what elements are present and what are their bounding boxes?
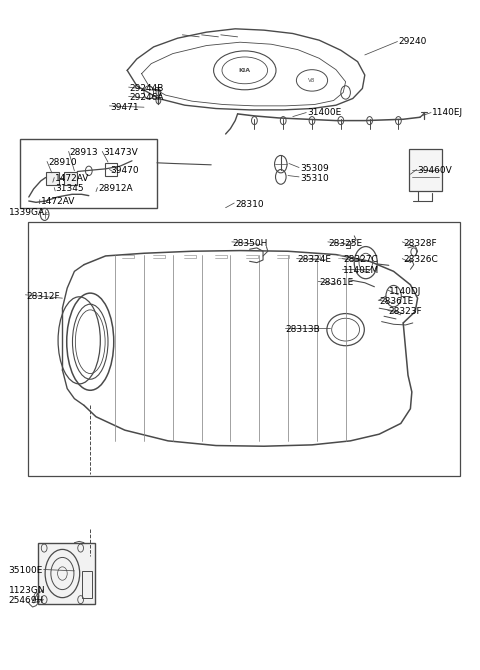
Text: 29240: 29240 xyxy=(398,37,427,46)
Text: 28912A: 28912A xyxy=(98,184,133,194)
Text: 39470: 39470 xyxy=(110,166,139,176)
Text: 25469H: 25469H xyxy=(9,596,44,606)
Text: 1140DJ: 1140DJ xyxy=(389,287,421,296)
Bar xyxy=(409,149,442,191)
Text: 28328F: 28328F xyxy=(403,239,437,248)
Text: 35309: 35309 xyxy=(300,164,329,174)
Text: 39460V: 39460V xyxy=(418,166,452,176)
Text: 28326C: 28326C xyxy=(403,255,438,265)
Text: 1123GN: 1123GN xyxy=(9,586,45,596)
Text: 28350H: 28350H xyxy=(233,239,268,248)
Text: 28323F: 28323F xyxy=(389,307,422,316)
Bar xyxy=(105,163,117,176)
Text: 28913: 28913 xyxy=(70,148,98,157)
Text: 1472AV: 1472AV xyxy=(41,196,75,206)
Bar xyxy=(20,139,157,208)
Text: 1140EM: 1140EM xyxy=(343,266,380,275)
Text: KIA: KIA xyxy=(239,68,251,73)
Text: 1339GA: 1339GA xyxy=(9,208,45,217)
Text: 31345: 31345 xyxy=(55,184,84,194)
Text: 31473V: 31473V xyxy=(103,148,138,157)
Text: 29244B: 29244B xyxy=(130,84,164,93)
Text: 28325E: 28325E xyxy=(329,239,363,248)
Text: V8: V8 xyxy=(308,78,316,83)
Text: 28310: 28310 xyxy=(235,200,264,209)
Text: 31400E: 31400E xyxy=(307,108,341,117)
Text: 1472AV: 1472AV xyxy=(55,174,90,184)
Text: 1140EJ: 1140EJ xyxy=(432,108,463,117)
Text: 35100E: 35100E xyxy=(9,566,43,576)
Text: 28324E: 28324E xyxy=(298,255,332,265)
Text: 29246A: 29246A xyxy=(130,93,164,103)
Text: 28910: 28910 xyxy=(48,158,77,168)
Bar xyxy=(82,571,92,598)
Text: 35310: 35310 xyxy=(300,174,329,183)
Bar xyxy=(64,172,77,185)
Text: 28361E: 28361E xyxy=(319,278,353,287)
Text: 28327C: 28327C xyxy=(343,255,378,265)
Text: 28312F: 28312F xyxy=(26,291,60,301)
Bar xyxy=(28,222,460,476)
Text: 39471: 39471 xyxy=(110,103,139,112)
Bar xyxy=(38,543,95,604)
Bar xyxy=(46,172,59,185)
Text: 28313B: 28313B xyxy=(286,325,320,334)
Text: 28361E: 28361E xyxy=(379,297,413,306)
